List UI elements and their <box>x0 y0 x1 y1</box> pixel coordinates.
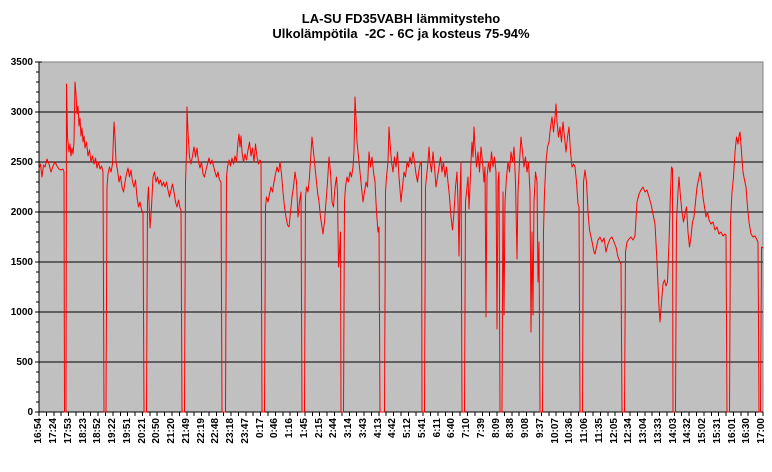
x-axis-tick-label: 16:54 <box>33 418 44 444</box>
x-axis-tick-label: 5:12 <box>402 418 413 439</box>
x-axis-tick-label: 23:18 <box>225 418 236 444</box>
x-axis-tick-label: 0:17 <box>254 418 266 439</box>
x-axis-tick-label: 12:05 <box>608 418 620 444</box>
y-axis-tick-label: 2000 <box>10 207 33 218</box>
chart-subtitle: Ulkolämpötila -2C - 6C ja kosteus 75-94% <box>272 26 530 41</box>
x-axis-tick-label: 18:52 <box>92 418 103 444</box>
x-axis-tick-label: 5:41 <box>416 418 428 439</box>
x-axis-tick-label: 1:16 <box>284 418 295 439</box>
x-axis-tick-label: 9:37 <box>534 418 546 439</box>
chart-title: LA-SU FD35VABH lämmitysteho <box>301 11 501 26</box>
x-axis-tick-label: 20:21 <box>136 418 148 444</box>
y-axis-tick-label: 3500 <box>10 57 33 68</box>
x-axis-tick-label: 17:00 <box>756 418 767 444</box>
x-axis-tick-label: 15:31 <box>711 418 723 444</box>
x-axis-tick-label: 16:30 <box>741 418 752 444</box>
x-axis-tick-label: 20:50 <box>151 418 162 444</box>
x-axis-tick-label: 22:19 <box>195 418 207 444</box>
x-axis-tick-label: 6:40 <box>446 418 457 439</box>
x-axis-tick-label: 3:43 <box>357 418 369 439</box>
x-axis-tick-label: 8:38 <box>505 418 516 439</box>
x-axis-tick-label: 7:10 <box>461 418 472 439</box>
x-axis-tick-label: 18:23 <box>77 418 89 444</box>
x-axis-tick-label: 9:08 <box>520 418 531 439</box>
x-axis-tick-label: 11:06 <box>579 418 590 444</box>
x-axis-tick-label: 21:20 <box>166 418 177 444</box>
x-axis-tick-label: 17:24 <box>48 418 59 444</box>
plot-area <box>38 61 764 413</box>
y-axis-tick-label: 0 <box>27 407 33 418</box>
x-axis-tick-label: 0:46 <box>269 418 280 439</box>
x-axis-tick-label: 13:04 <box>638 418 649 444</box>
x-axis-tick-label: 3:14 <box>343 418 354 439</box>
chart-title-block: LA-SU FD35VABH lämmitysteho Ulkolämpötil… <box>39 11 763 41</box>
x-axis-tick-label: 1:45 <box>298 418 310 439</box>
x-axis-tick-label: 6:11 <box>431 418 443 438</box>
x-axis-tick-label: 13:33 <box>652 418 664 444</box>
x-axis-tick-label: 2:44 <box>328 418 339 439</box>
x-axis-tick-label: 21:49 <box>180 418 192 444</box>
y-axis-tick-label: 3000 <box>10 107 33 118</box>
x-axis-tick-label: 19:51 <box>121 418 133 444</box>
y-axis-tick-label: 2500 <box>10 157 33 168</box>
y-axis-tick-label: 500 <box>16 357 33 368</box>
x-axis-tick-label: 14:03 <box>667 418 679 444</box>
x-axis-tick-label: 4:13 <box>372 418 384 439</box>
x-axis-tick-label: 15:02 <box>697 418 708 444</box>
x-axis-tick-label: 11:35 <box>593 418 605 444</box>
x-axis-tick-label: 17:53 <box>62 418 74 444</box>
x-axis-tick-label: 23:47 <box>239 418 251 444</box>
data-series-line <box>38 81 764 413</box>
x-axis-tick-label: 16:01 <box>726 418 738 444</box>
x-axis-tick-label: 8:09 <box>490 418 502 439</box>
x-axis-tick-label: 19:22 <box>107 418 118 444</box>
x-axis-tick-label: 14:32 <box>682 418 693 444</box>
x-axis-tick-label: 12:34 <box>623 418 634 444</box>
x-axis-tick-label: 4:42 <box>387 418 398 439</box>
x-axis-tick-label: 10:36 <box>564 418 575 444</box>
y-axis-tick-label: 1000 <box>10 307 33 318</box>
x-axis-tick-label: 10:07 <box>549 418 561 444</box>
x-axis-tick-label: 22:48 <box>210 418 221 444</box>
y-axis-tick-label: 1500 <box>10 257 33 268</box>
x-axis-tick-label: 2:15 <box>313 418 325 439</box>
x-axis-tick-label: 7:39 <box>475 418 487 439</box>
